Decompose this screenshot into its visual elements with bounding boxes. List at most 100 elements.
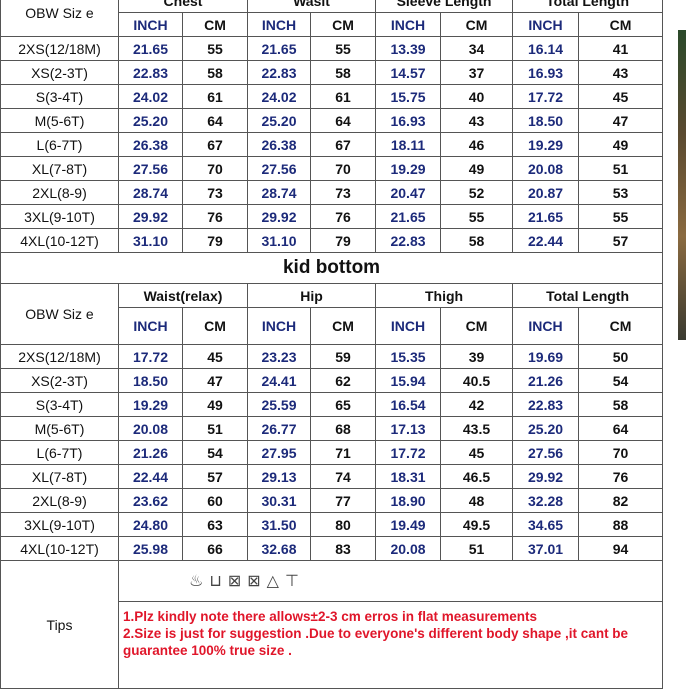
size-cell: XL(7-8T) <box>0 464 119 489</box>
size-cell: L(6-7T) <box>0 132 119 157</box>
inch-cell: 32.28 <box>512 488 580 513</box>
inch-cell: 22.83 <box>247 60 311 85</box>
group-header: Total Length <box>512 0 664 13</box>
cm-cell: 51 <box>182 416 248 441</box>
unit-inch-header: INCH <box>247 307 311 345</box>
inch-cell: 22.83 <box>512 392 580 417</box>
cm-cell: 64 <box>578 416 664 441</box>
inch-cell: 19.29 <box>375 156 442 181</box>
size-table: OBW Siz e Chest Wasit Sleeve Length Tota… <box>0 0 664 689</box>
inch-cell: 37.01 <box>512 536 580 561</box>
unit-inch-header: INCH <box>512 12 580 37</box>
unit-inch-header: INCH <box>118 307 183 345</box>
inch-cell: 22.83 <box>375 228 442 253</box>
unit-cm-header: CM <box>182 12 248 37</box>
cm-cell: 64 <box>309 108 377 133</box>
cm-cell: 67 <box>309 132 377 157</box>
inch-cell: 22.44 <box>512 228 580 253</box>
cm-cell: 77 <box>309 488 377 513</box>
cm-cell: 73 <box>182 180 248 205</box>
cm-cell: 54 <box>182 440 248 465</box>
inch-cell: 25.59 <box>247 392 311 417</box>
inch-cell: 23.62 <box>118 488 183 513</box>
inch-cell: 15.75 <box>375 84 442 109</box>
inch-cell: 21.26 <box>512 368 580 393</box>
inch-cell: 18.50 <box>512 108 580 133</box>
hand-wash-icon: ♨ <box>189 573 210 590</box>
size-header: OBW Siz e <box>0 0 119 37</box>
table-row: 2XL(8-9) 28.74 73 28.74 73 20.47 52 20.87 53 <box>0 180 664 205</box>
cm-cell: 59 <box>309 344 377 369</box>
table-row: 3XL(9-10T) 24.80 63 31.50 80 19.49 49.5 34.65 88 <box>0 512 664 537</box>
tip-line: 1.Plz kindly note there allows±2-3 cm er… <box>123 609 538 624</box>
table-row: M(5-6T) 20.08 51 26.77 68 17.13 43.5 25.20 64 <box>0 416 664 441</box>
inch-cell: 31.10 <box>247 228 311 253</box>
cm-cell: 34 <box>440 36 514 61</box>
inch-cell: 29.13 <box>247 464 311 489</box>
inch-cell: 16.93 <box>512 60 580 85</box>
cm-cell: 94 <box>578 536 664 561</box>
size-cell: XL(7-8T) <box>0 156 119 181</box>
cm-cell: 40.5 <box>440 368 514 393</box>
table-row: S(3-4T) 24.02 61 24.02 61 15.75 40 17.72 45 <box>0 84 664 109</box>
inch-cell: 17.72 <box>512 84 580 109</box>
inch-cell: 22.83 <box>118 60 183 85</box>
unit-cm-header: CM <box>309 307 377 345</box>
cm-cell: 80 <box>309 512 377 537</box>
cm-cell: 76 <box>578 464 664 489</box>
cm-cell: 55 <box>182 36 248 61</box>
inch-cell: 26.77 <box>247 416 311 441</box>
cm-cell: 73 <box>309 180 377 205</box>
table-row: 2XL(8-9) 23.62 60 30.31 77 18.90 48 32.28 82 <box>0 488 664 513</box>
cm-cell: 76 <box>309 204 377 229</box>
size-cell: 4XL(10-12T) <box>0 228 119 253</box>
unit-inch-header: INCH <box>375 12 442 37</box>
cm-cell: 57 <box>578 228 664 253</box>
inch-cell: 23.23 <box>247 344 311 369</box>
size-cell: 4XL(10-12T) <box>0 536 119 561</box>
cm-cell: 79 <box>309 228 377 253</box>
inch-cell: 26.38 <box>247 132 311 157</box>
inch-cell: 20.47 <box>375 180 442 205</box>
cm-cell: 71 <box>309 440 377 465</box>
cm-cell: 58 <box>182 60 248 85</box>
inch-cell: 18.11 <box>375 132 442 157</box>
inch-cell: 21.65 <box>375 204 442 229</box>
cm-cell: 63 <box>182 512 248 537</box>
table-row: 3XL(9-10T) 29.92 76 29.92 76 21.65 55 21.65 55 <box>0 204 664 229</box>
no-tumble-dry-icon: ⊠ <box>227 573 248 590</box>
tips-label: Tips <box>0 560 119 689</box>
table-row: 2XS(12/18M) 17.72 45 23.23 59 15.35 39 19.69 50 <box>0 344 664 369</box>
unit-inch-header: INCH <box>512 307 580 345</box>
tips-text: 1.Plz kindly note there allows±2-3 cm er… <box>117 601 664 689</box>
cm-cell: 82 <box>578 488 664 513</box>
cm-cell: 39 <box>440 344 514 369</box>
cm-cell: 83 <box>309 536 377 561</box>
unit-cm-header: CM <box>440 307 514 345</box>
cm-cell: 79 <box>182 228 248 253</box>
unit-cm-header: CM <box>309 12 377 37</box>
no-bleach-icon: △ <box>266 573 285 590</box>
cm-cell: 57 <box>182 464 248 489</box>
table-row: 4XL(10-12T) 25.98 66 32.68 83 20.08 51 37.01 94 <box>0 536 664 561</box>
care-icons: ♨⊔⊠⊠△⊤ <box>117 560 664 602</box>
cm-cell: 66 <box>182 536 248 561</box>
cm-cell: 67 <box>182 132 248 157</box>
size-cell: S(3-4T) <box>0 84 119 109</box>
inch-cell: 19.49 <box>375 512 442 537</box>
cm-cell: 64 <box>182 108 248 133</box>
size-cell: 2XL(8-9) <box>0 180 119 205</box>
cm-cell: 45 <box>578 84 664 109</box>
inch-cell: 24.02 <box>118 84 183 109</box>
size-cell: M(5-6T) <box>0 416 119 441</box>
cm-cell: 54 <box>578 368 664 393</box>
cm-cell: 62 <box>309 368 377 393</box>
cm-cell: 50 <box>578 344 664 369</box>
cm-cell: 70 <box>309 156 377 181</box>
cm-cell: 58 <box>440 228 514 253</box>
inch-cell: 27.56 <box>512 440 580 465</box>
unit-cm-header: CM <box>440 12 514 37</box>
cm-cell: 68 <box>309 416 377 441</box>
cm-cell: 58 <box>578 392 664 417</box>
unit-cm-header: CM <box>182 307 248 345</box>
